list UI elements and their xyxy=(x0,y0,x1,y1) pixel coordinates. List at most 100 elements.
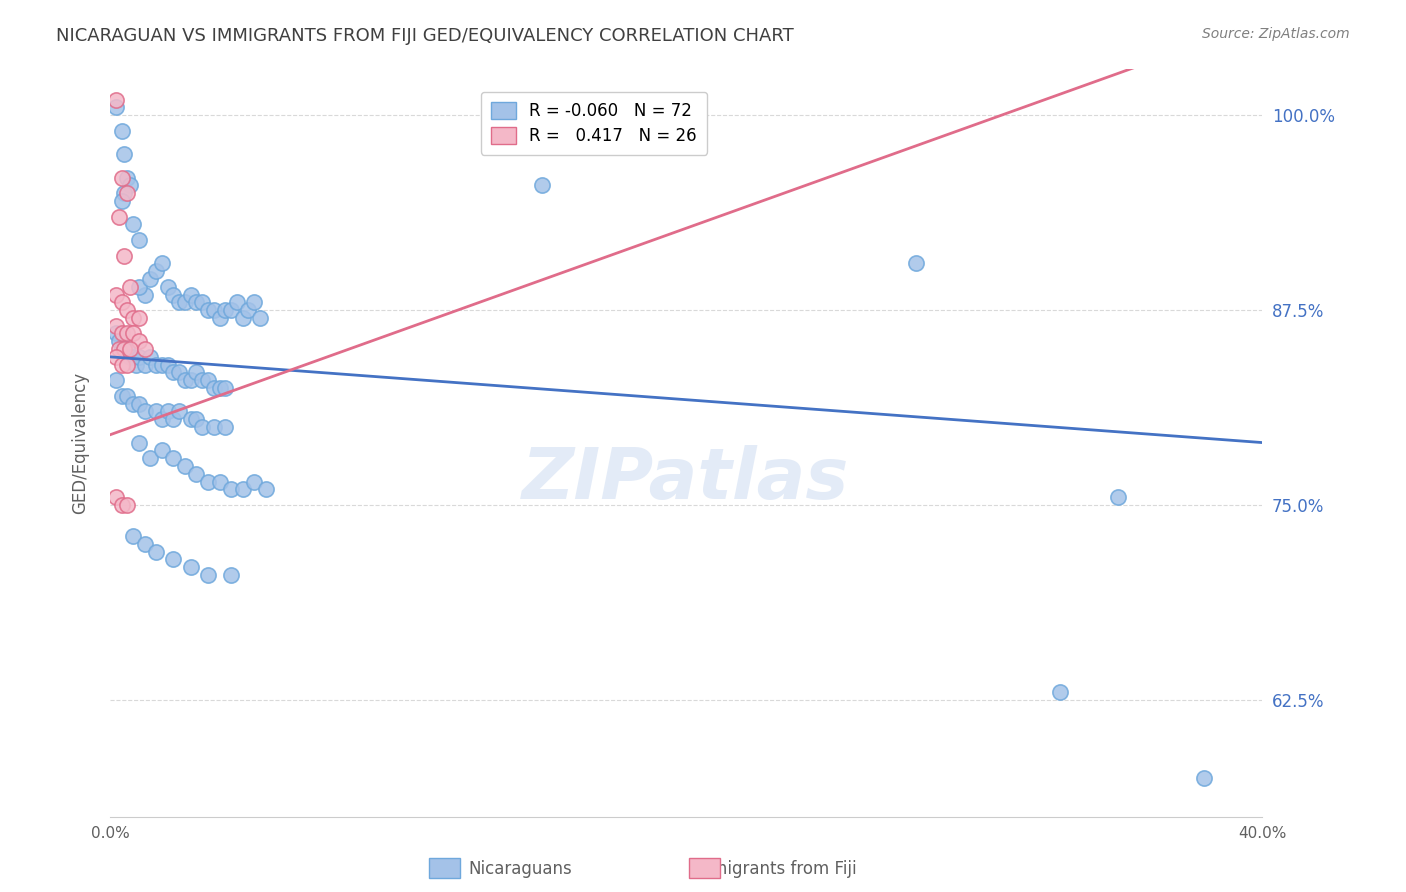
Text: Immigrants from Fiji: Immigrants from Fiji xyxy=(690,860,856,878)
Point xyxy=(110,124,132,138)
Point xyxy=(180,287,202,301)
Point xyxy=(232,483,254,497)
Point xyxy=(162,287,184,301)
Point xyxy=(145,264,167,278)
Point xyxy=(150,358,173,372)
Point xyxy=(104,490,127,504)
Point xyxy=(134,404,156,418)
Point xyxy=(180,412,202,426)
Point xyxy=(232,310,254,325)
Point xyxy=(219,303,242,318)
Point xyxy=(104,287,127,301)
Point xyxy=(191,373,214,387)
Point xyxy=(117,498,139,512)
Text: NICARAGUAN VS IMMIGRANTS FROM FIJI GED/EQUIVALENCY CORRELATION CHART: NICARAGUAN VS IMMIGRANTS FROM FIJI GED/E… xyxy=(56,27,794,45)
Point xyxy=(120,342,142,356)
Point xyxy=(167,295,190,310)
Point xyxy=(180,560,202,574)
Point xyxy=(122,529,145,543)
Point xyxy=(186,412,208,426)
Point xyxy=(104,350,127,364)
Point xyxy=(117,358,139,372)
Point xyxy=(208,310,231,325)
Point xyxy=(214,303,236,318)
Point xyxy=(225,295,247,310)
Point xyxy=(120,279,142,293)
Point xyxy=(214,420,236,434)
Point xyxy=(107,334,129,349)
Point xyxy=(114,248,136,262)
Point xyxy=(125,358,148,372)
Point xyxy=(128,350,150,364)
Point xyxy=(104,318,127,333)
Point xyxy=(128,233,150,247)
Point xyxy=(197,568,219,582)
Point xyxy=(180,373,202,387)
Point xyxy=(107,210,129,224)
Point xyxy=(117,186,139,201)
Point xyxy=(122,350,145,364)
Point xyxy=(139,451,162,466)
Point xyxy=(117,326,139,341)
Point xyxy=(1049,685,1071,699)
Point xyxy=(162,552,184,566)
Point xyxy=(134,342,156,356)
Point xyxy=(145,544,167,558)
Point xyxy=(145,404,167,418)
Text: Source: ZipAtlas.com: Source: ZipAtlas.com xyxy=(1202,27,1350,41)
Point xyxy=(117,303,139,318)
Point xyxy=(114,342,136,356)
Point xyxy=(110,194,132,208)
Point xyxy=(191,295,214,310)
Point xyxy=(202,420,225,434)
Point xyxy=(174,373,197,387)
Point xyxy=(110,295,132,310)
Point xyxy=(531,178,554,193)
Point xyxy=(110,326,132,341)
Point xyxy=(219,483,242,497)
Point xyxy=(174,458,197,473)
Point xyxy=(202,303,225,318)
Point xyxy=(117,170,139,185)
Point xyxy=(128,396,150,410)
Point xyxy=(254,483,277,497)
Point xyxy=(243,475,266,489)
Point xyxy=(197,303,219,318)
Point xyxy=(186,366,208,380)
Point xyxy=(107,342,129,356)
Point xyxy=(104,326,127,341)
Point xyxy=(156,358,179,372)
Point xyxy=(167,366,190,380)
Point xyxy=(114,342,136,356)
Point xyxy=(122,310,145,325)
Point xyxy=(128,435,150,450)
Point xyxy=(122,396,145,410)
Point xyxy=(208,381,231,395)
Text: ZIPatlas: ZIPatlas xyxy=(523,445,849,515)
Point xyxy=(110,498,132,512)
Point xyxy=(162,451,184,466)
Point xyxy=(139,350,162,364)
Point xyxy=(150,443,173,458)
Point xyxy=(202,381,225,395)
Point xyxy=(110,358,132,372)
Point xyxy=(214,381,236,395)
Point xyxy=(134,358,156,372)
Point xyxy=(186,467,208,481)
Point xyxy=(128,310,150,325)
Point xyxy=(110,170,132,185)
Point xyxy=(249,310,271,325)
Point xyxy=(197,475,219,489)
Point xyxy=(208,475,231,489)
Point xyxy=(174,295,197,310)
Text: Nicaraguans: Nicaraguans xyxy=(468,860,572,878)
Point xyxy=(197,373,219,387)
Legend: R = -0.060   N = 72, R =   0.417   N = 26: R = -0.060 N = 72, R = 0.417 N = 26 xyxy=(481,92,707,155)
Point xyxy=(156,279,179,293)
Point xyxy=(243,295,266,310)
Point xyxy=(191,420,214,434)
Point xyxy=(104,100,127,114)
Point xyxy=(905,256,928,270)
Point xyxy=(134,537,156,551)
Point xyxy=(150,256,173,270)
